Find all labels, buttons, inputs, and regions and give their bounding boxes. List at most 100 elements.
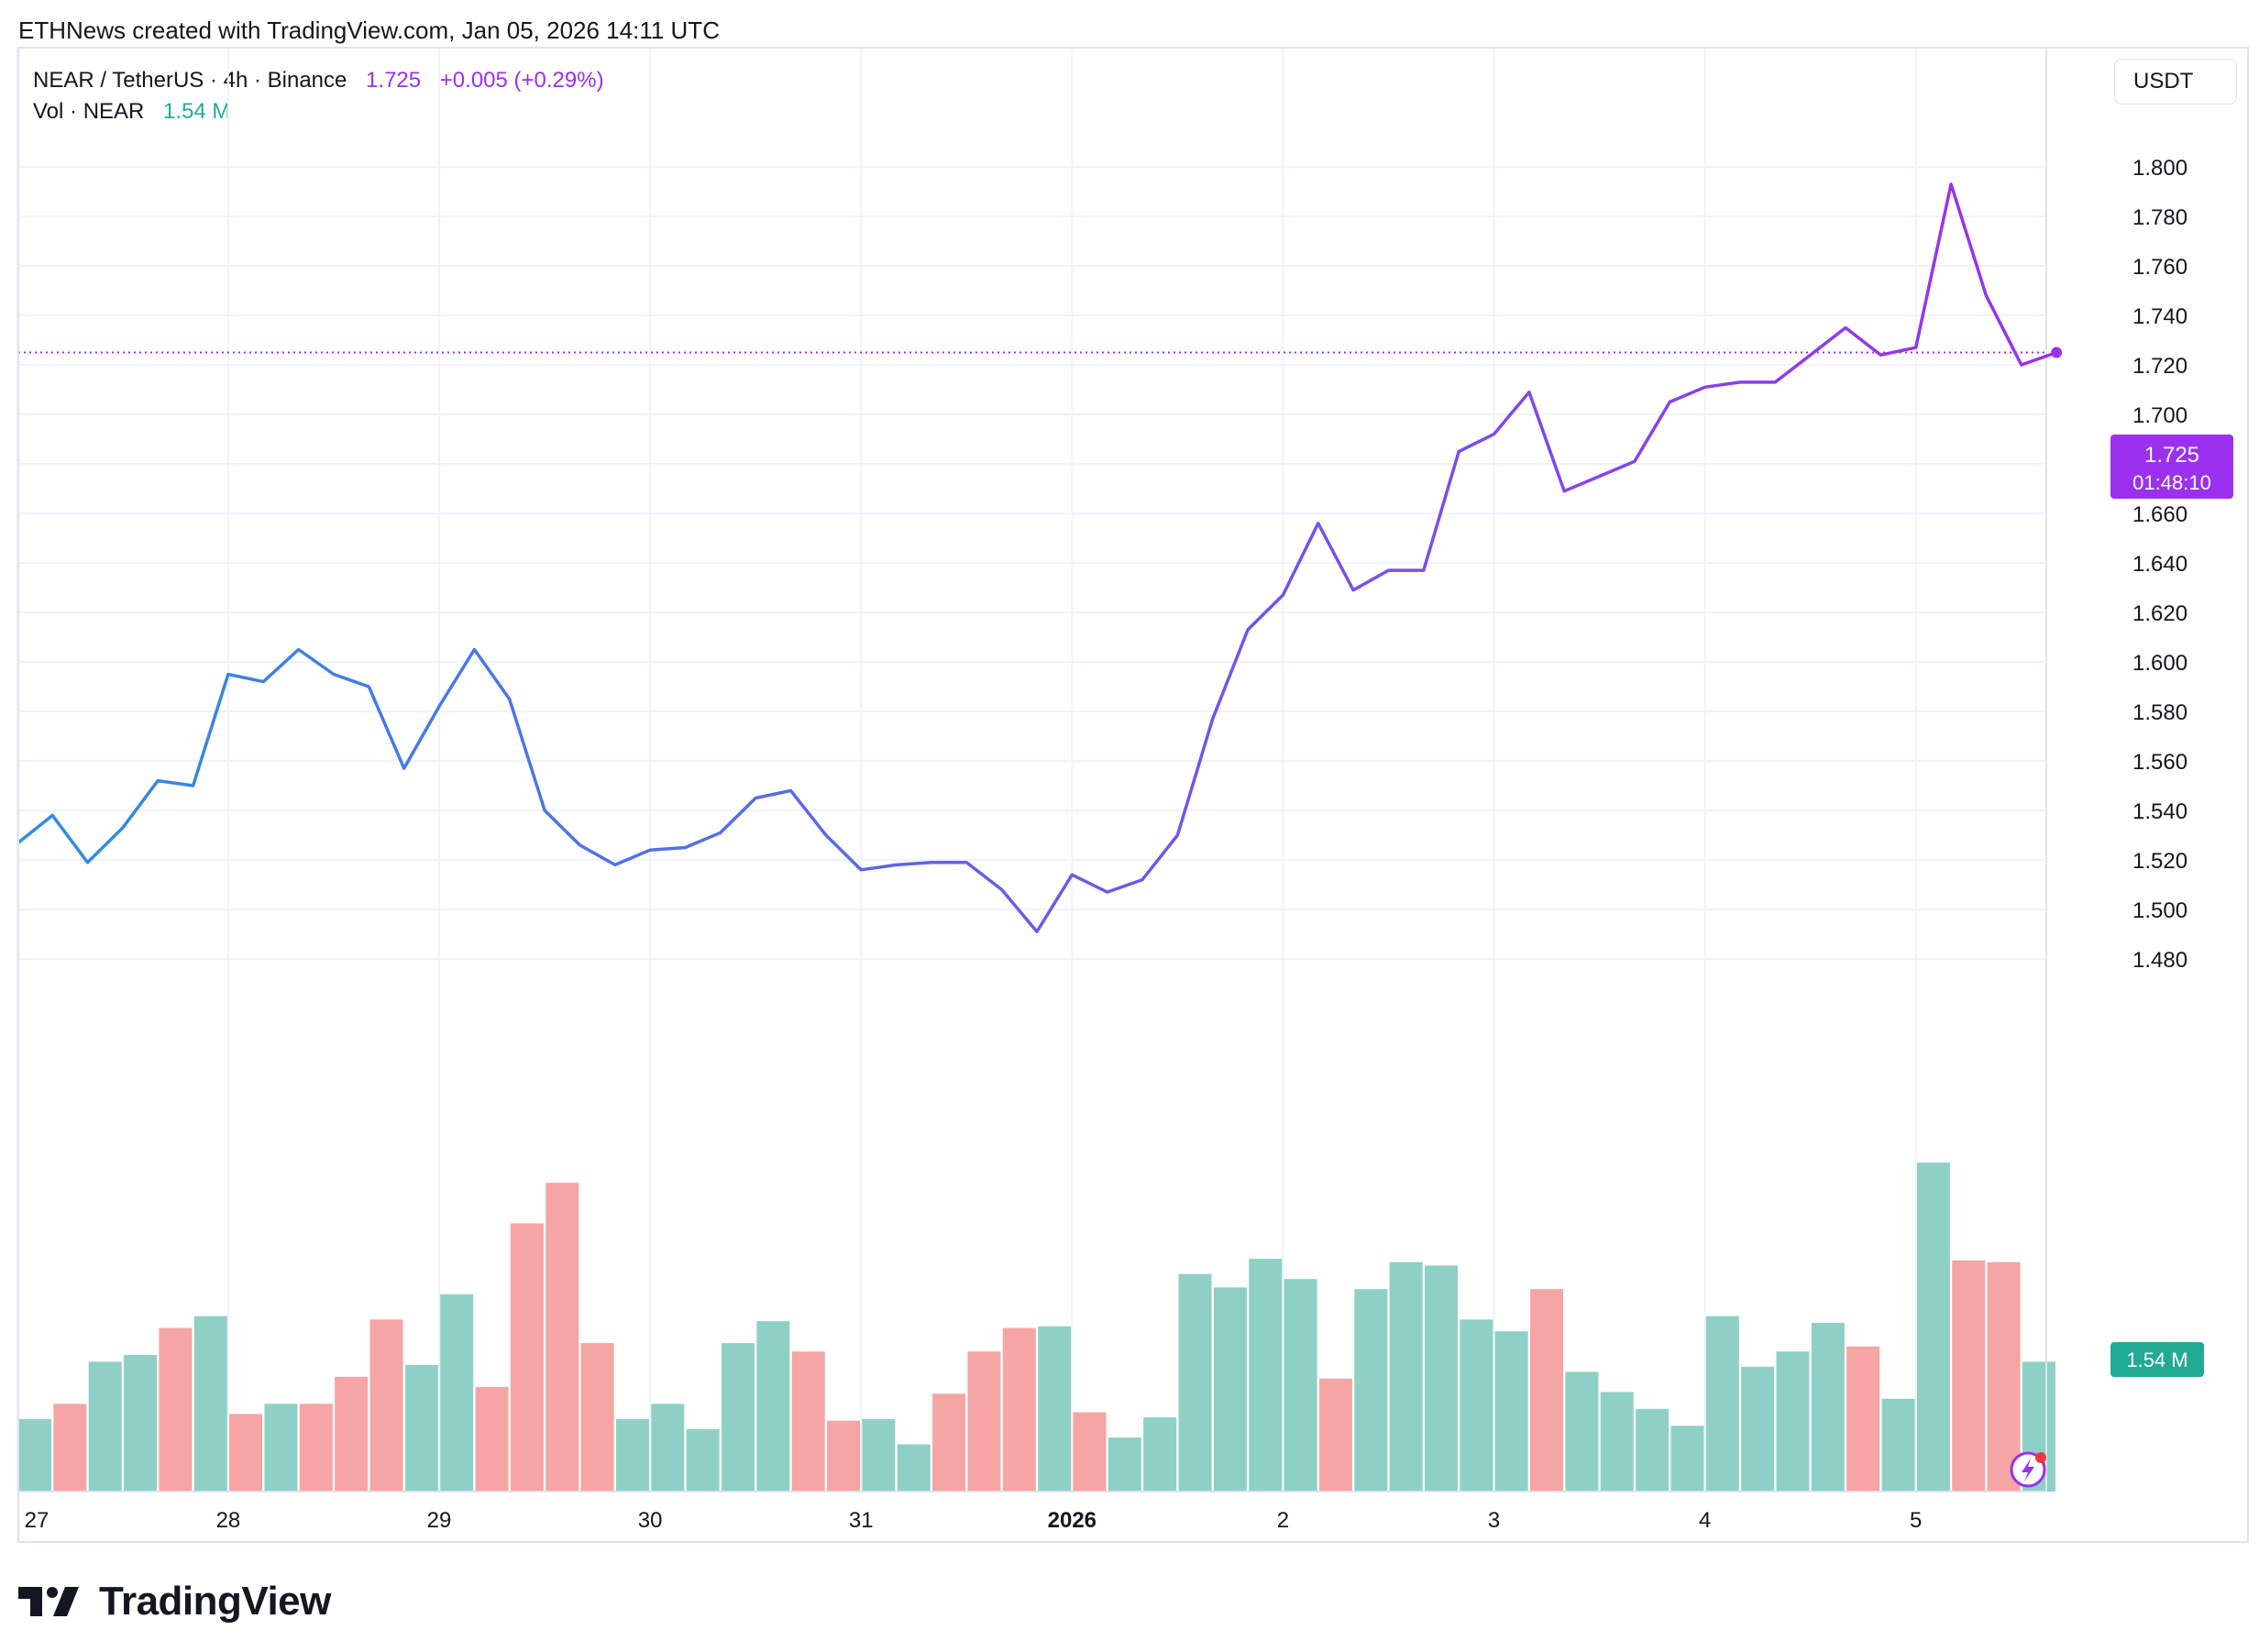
volume-bar <box>862 1418 896 1492</box>
volume-bar <box>1881 1398 1915 1492</box>
volume-bar <box>1354 1289 1388 1492</box>
volume-bar <box>1952 1260 1986 1492</box>
volume-bar <box>1249 1259 1283 1492</box>
volume-bar <box>404 1365 438 1492</box>
price-badge-countdown: 01:48:10 <box>2132 471 2211 494</box>
volume-bar <box>651 1404 685 1492</box>
y-tick-label: 1.740 <box>2132 304 2187 329</box>
y-tick-label: 1.640 <box>2132 552 2187 577</box>
volume-bars <box>18 1162 2055 1492</box>
volume-bar <box>1038 1326 1072 1492</box>
volume-bar <box>159 1327 193 1492</box>
chart-frame <box>17 47 2249 1543</box>
tradingview-logo[interactable]: TradingView <box>18 1579 331 1624</box>
volume-bar <box>897 1444 931 1492</box>
x-tick-label: 5 <box>1910 1508 1922 1533</box>
volume-bar <box>229 1414 263 1492</box>
volume-bar <box>1107 1437 1141 1492</box>
volume-bar <box>1178 1273 1212 1492</box>
symbol-name: NEAR / TetherUS · 4h · Binance <box>33 68 347 93</box>
volume-bar <box>475 1386 509 1492</box>
y-tick-label: 1.800 <box>2132 156 2187 181</box>
price-change: +0.005 (+0.29%) <box>439 68 604 93</box>
volume-bar <box>1670 1426 1704 1492</box>
volume-bar <box>1987 1261 2021 1492</box>
attribution-text: ETHNews created with TradingView.com, Ja… <box>18 17 720 44</box>
volume-bar <box>1705 1316 1739 1492</box>
last-price-marker <box>2051 347 2063 358</box>
volume-bar <box>827 1420 861 1492</box>
volume-bar <box>193 1316 227 1492</box>
y-tick-label: 1.500 <box>2132 898 2187 923</box>
volume-bar <box>510 1223 544 1492</box>
volume-bar <box>1213 1287 1247 1492</box>
volume-legend[interactable]: Vol · NEAR 1.54 M <box>33 99 230 125</box>
x-tick-label: 30 <box>638 1508 663 1533</box>
volume-bar <box>1073 1412 1107 1492</box>
volume-bar <box>615 1418 649 1492</box>
y-tick-label: 1.700 <box>2132 403 2187 428</box>
volume-value: 1.54 M <box>163 99 231 124</box>
volume-bar <box>1143 1417 1177 1492</box>
x-tick-label: 3 <box>1488 1508 1500 1533</box>
volume-bar <box>791 1351 825 1492</box>
y-tick-label: 1.600 <box>2132 651 2187 676</box>
volume-bar <box>1002 1327 1036 1492</box>
volume-bar <box>53 1404 87 1492</box>
volume-bar <box>1389 1261 1423 1492</box>
tradingview-logo-icon <box>18 1587 79 1616</box>
volume-bar <box>932 1393 966 1492</box>
y-tick-label: 1.520 <box>2132 849 2187 874</box>
x-tick-label: 29 <box>427 1508 452 1533</box>
price-badge: 1.725 01:48:10 <box>2110 435 2233 499</box>
volume-bar <box>1916 1162 1950 1492</box>
volume-bar <box>299 1404 333 1492</box>
currency-selector[interactable]: USDT <box>2114 59 2237 105</box>
volume-bar <box>722 1343 755 1492</box>
volume-bar <box>88 1361 122 1492</box>
volume-bar <box>1636 1408 1669 1492</box>
volume-bar <box>756 1321 790 1492</box>
volume-badge-value: 1.54 M <box>2126 1349 2187 1371</box>
volume-bar <box>1494 1331 1528 1492</box>
volume-bar <box>369 1319 403 1492</box>
y-tick-label: 1.780 <box>2132 205 2187 230</box>
volume-badge: 1.54 M <box>2110 1342 2204 1377</box>
volume-bar <box>264 1404 298 1492</box>
volume-bar <box>1846 1346 1880 1492</box>
y-tick-label: 1.720 <box>2132 354 2187 379</box>
y-tick-label: 1.660 <box>2132 502 2187 527</box>
volume-bar <box>967 1351 1001 1492</box>
y-tick-label: 1.560 <box>2132 750 2187 775</box>
price-badge-value: 1.725 <box>2144 443 2199 468</box>
x-tick-label: 28 <box>216 1508 241 1533</box>
volume-bar <box>1425 1265 1458 1492</box>
x-tick-label: 4 <box>1699 1508 1711 1533</box>
volume-bar <box>1811 1323 1845 1492</box>
volume-bar <box>686 1428 720 1492</box>
volume-bar <box>1565 1371 1599 1492</box>
volume-bar <box>124 1354 158 1492</box>
x-tick-label: 2026 <box>1048 1508 1096 1533</box>
volume-bar <box>1318 1378 1352 1492</box>
x-tick-label: 2 <box>1277 1508 1289 1533</box>
symbol-legend[interactable]: NEAR / TetherUS · 4h · Binance 1.725 +0.… <box>33 68 604 94</box>
y-tick-label: 1.480 <box>2132 948 2187 973</box>
tradingview-logo-text: TradingView <box>99 1579 331 1624</box>
volume-bar <box>580 1343 614 1492</box>
price-line-series <box>17 182 2057 934</box>
volume-bar <box>1460 1319 1493 1492</box>
lightning-icon[interactable] <box>2010 1451 2046 1488</box>
volume-bar <box>335 1376 369 1492</box>
time-axis[interactable]: 27 28 29 30 31 2026 2 3 4 5 <box>25 1508 1923 1533</box>
volume-bar <box>1741 1366 1775 1492</box>
y-tick-label: 1.760 <box>2132 255 2187 280</box>
volume-bar <box>1600 1392 1634 1492</box>
x-tick-label: 31 <box>849 1508 874 1533</box>
volume-bar <box>1530 1289 1564 1492</box>
y-tick-label: 1.540 <box>2132 799 2187 824</box>
last-price: 1.725 <box>366 68 422 93</box>
grid <box>16 48 2046 1492</box>
price-axis[interactable]: 1.8001.7801.7601.7401.7201.7001.6801.660… <box>2132 156 2187 973</box>
